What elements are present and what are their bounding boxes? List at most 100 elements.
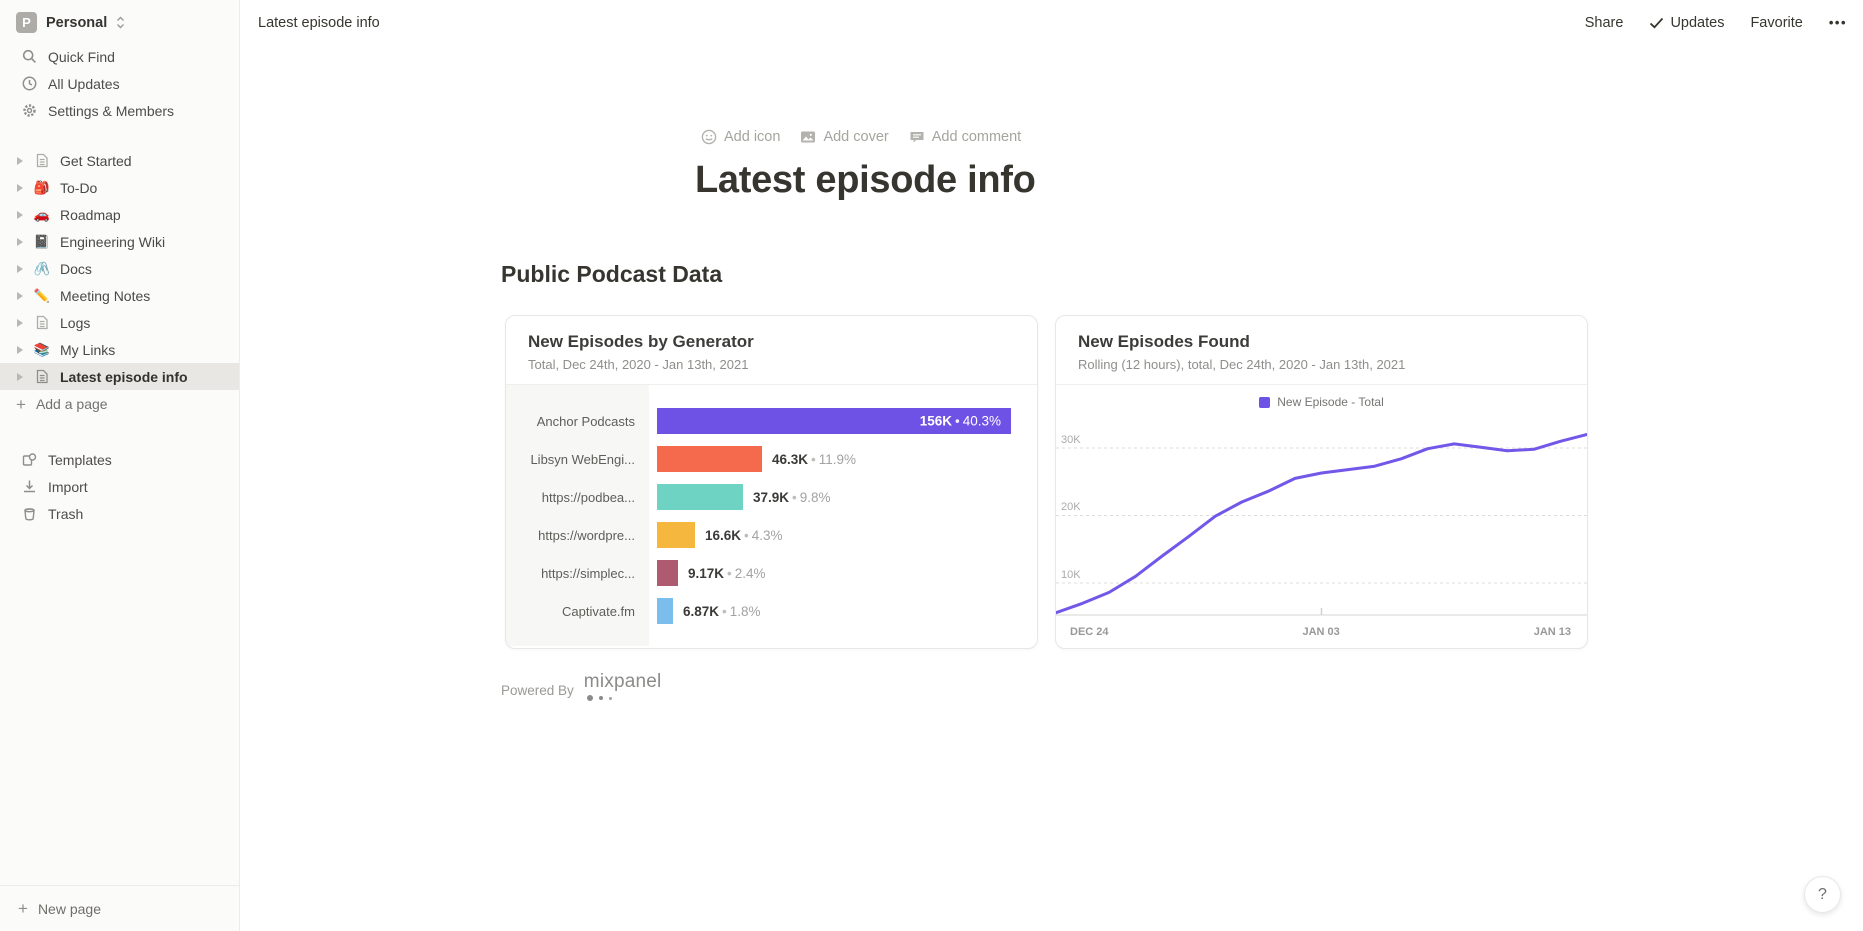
more-options-button[interactable]: ••• (1828, 15, 1847, 30)
toggle-chevron-icon[interactable] (12, 345, 28, 354)
y-tick-20k: 20K (1061, 501, 1081, 513)
bar-chart-header: New Episodes by Generator Total, Dec 24t… (506, 316, 1037, 385)
sidebar-page-label: Docs (60, 260, 92, 277)
paperclip-emoji-icon: 🖇️ (33, 260, 51, 276)
x-axis-labels: DEC 24 JAN 03 JAN 13 (1056, 624, 1587, 638)
bar-category-label: https://podbea... (541, 489, 635, 505)
image-icon (801, 131, 816, 143)
help-button[interactable]: ? (1804, 876, 1841, 913)
line-chart-header: New Episodes Found Rolling (12 hours), t… (1056, 316, 1587, 385)
comment-icon (910, 132, 924, 143)
bar-row-simplecast[interactable]: https://simplec... 9.17K • 2.4% (506, 554, 1037, 592)
sidebar-item-latest-episode-info[interactable]: Latest episode info (0, 363, 239, 390)
breadcrumb[interactable]: Latest episode info (258, 14, 380, 31)
bar-row-captivate[interactable]: Captivate.fm 6.87K • 1.8% (506, 592, 1037, 630)
new-page-button[interactable]: + New page (0, 885, 239, 931)
bar-anchor-podcasts[interactable]: 156K • 40.3% (657, 408, 1011, 434)
sidebar-item-logs[interactable]: Logs (0, 309, 239, 336)
templates-icon (20, 452, 38, 467)
bar-row-podbean[interactable]: https://podbea... 37.9K • 9.8% (506, 478, 1037, 516)
toggle-chevron-icon[interactable] (12, 210, 28, 219)
bar-captivate[interactable] (657, 598, 673, 624)
powered-by-row: Powered By mixpanel (501, 671, 1863, 701)
toggle-chevron-icon[interactable] (12, 156, 28, 165)
main-area: Latest episode info Share Updates Favori… (240, 0, 1863, 931)
page-title: Latest episode info (695, 159, 1036, 201)
add-comment-label: Add comment (931, 129, 1022, 145)
bar-wordpress[interactable] (657, 522, 695, 548)
bar-row-libsyn[interactable]: Libsyn WebEngi... 46.3K • 11.9% (506, 440, 1037, 478)
sidebar-item-settings-members[interactable]: Settings & Members (0, 97, 239, 124)
bar-row-anchor-podcasts[interactable]: Anchor Podcasts 156K • 40.3% (506, 402, 1037, 440)
add-cover-label: Add cover (823, 129, 889, 145)
bar-chart-title: New Episodes by Generator (528, 332, 754, 351)
chevron-updown-icon (116, 15, 125, 30)
sidebar-item-my-links[interactable]: 📚 My Links (0, 336, 239, 363)
sidebar-page-label: Get Started (60, 152, 132, 169)
plus-icon: + (18, 899, 28, 918)
books-emoji-icon: 📚 (33, 341, 51, 357)
mixpanel-logo[interactable]: mixpanel (584, 671, 662, 701)
sidebar-item-get-started[interactable]: Get Started (0, 147, 239, 174)
add-icon-button[interactable]: Add icon (701, 129, 780, 145)
updates-button[interactable]: Updates (1649, 15, 1724, 31)
sidebar-item-engineering-wiki[interactable]: 📓 Engineering Wiki (0, 228, 239, 255)
bar-category-label: Captivate.fm (562, 603, 635, 619)
notebook-emoji-icon: 📓 (33, 233, 51, 249)
sidebar-item-meeting-notes[interactable]: ✏️ Meeting Notes (0, 282, 239, 309)
toggle-chevron-icon[interactable] (12, 264, 28, 273)
sidebar-page-label: Meeting Notes (60, 287, 151, 304)
page-icon (32, 153, 52, 168)
add-a-page-button[interactable]: + Add a page (0, 390, 239, 418)
check-icon (1649, 17, 1664, 29)
bar-label-column (506, 385, 649, 646)
mixpanel-logo-dots (586, 695, 612, 701)
sidebar-item-all-updates[interactable]: All Updates (0, 70, 239, 97)
bar-chart-subtitle: Total, Dec 24th, 2020 - Jan 13th, 2021 (528, 357, 749, 372)
bar-libsyn[interactable] (657, 446, 762, 472)
bar-row-wordpress[interactable]: https://wordpre... 16.6K • 4.3% (506, 516, 1037, 554)
sidebar-item-templates[interactable]: Templates (0, 446, 239, 473)
sidebar-item-quick-find[interactable]: Quick Find (0, 43, 239, 70)
bar-simplecast[interactable] (657, 560, 678, 586)
add-comment-button[interactable]: Add comment (909, 129, 1021, 145)
workspace-switcher[interactable]: P Personal (0, 0, 239, 43)
sidebar-item-to-do[interactable]: 🎒 To-Do (0, 174, 239, 201)
line-chart-card[interactable]: New Episodes Found Rolling (12 hours), t… (1055, 315, 1588, 649)
bar-value-label: 9.17K • 2.4% (688, 565, 766, 581)
bar-podbean[interactable] (657, 484, 743, 510)
x-tick-jan-03: JAN 03 (1302, 626, 1340, 638)
sidebar-page-label: My Links (60, 341, 116, 358)
toggle-chevron-icon[interactable] (12, 291, 28, 300)
bar-category-label: https://wordpre... (538, 527, 635, 543)
page-icon (32, 315, 52, 330)
sidebar-page-label: Logs (60, 314, 91, 331)
bar-chart-card[interactable]: New Episodes by Generator Total, Dec 24t… (505, 315, 1038, 649)
favorite-button[interactable]: Favorite (1750, 14, 1803, 31)
sidebar-item-label: Import (48, 478, 88, 495)
page-icon (32, 369, 52, 384)
bar-value-label: 156K • 40.3% (919, 413, 1001, 429)
sidebar-item-import[interactable]: Import (0, 473, 239, 500)
clock-icon (20, 76, 38, 91)
toggle-chevron-icon[interactable] (12, 318, 28, 327)
add-icon-label: Add icon (724, 129, 781, 145)
mixpanel-wordmark: mixpanel (583, 671, 662, 692)
sidebar-item-label: Trash (48, 505, 84, 522)
sidebar-page-label: Latest episode info (60, 368, 188, 385)
toggle-chevron-icon[interactable] (12, 183, 28, 192)
plus-icon: + (16, 394, 26, 414)
line-chart-title: New Episodes Found (1078, 332, 1250, 351)
toggle-chevron-icon[interactable] (12, 237, 28, 246)
line-series-new-episode-total[interactable] (1056, 433, 1587, 615)
toggle-chevron-icon[interactable] (12, 372, 28, 381)
chart-embeds: New Episodes by Generator Total, Dec 24t… (505, 315, 1863, 649)
sidebar-item-label: Quick Find (48, 48, 115, 65)
chart-legend[interactable]: New Episode - Total (1056, 387, 1587, 417)
sidebar-item-roadmap[interactable]: 🚗 Roadmap (0, 201, 239, 228)
sidebar-item-trash[interactable]: Trash (0, 500, 239, 527)
smiley-icon (701, 129, 717, 145)
add-cover-button[interactable]: Add cover (800, 129, 889, 145)
share-button[interactable]: Share (1584, 14, 1624, 31)
sidebar-item-docs[interactable]: 🖇️ Docs (0, 255, 239, 282)
